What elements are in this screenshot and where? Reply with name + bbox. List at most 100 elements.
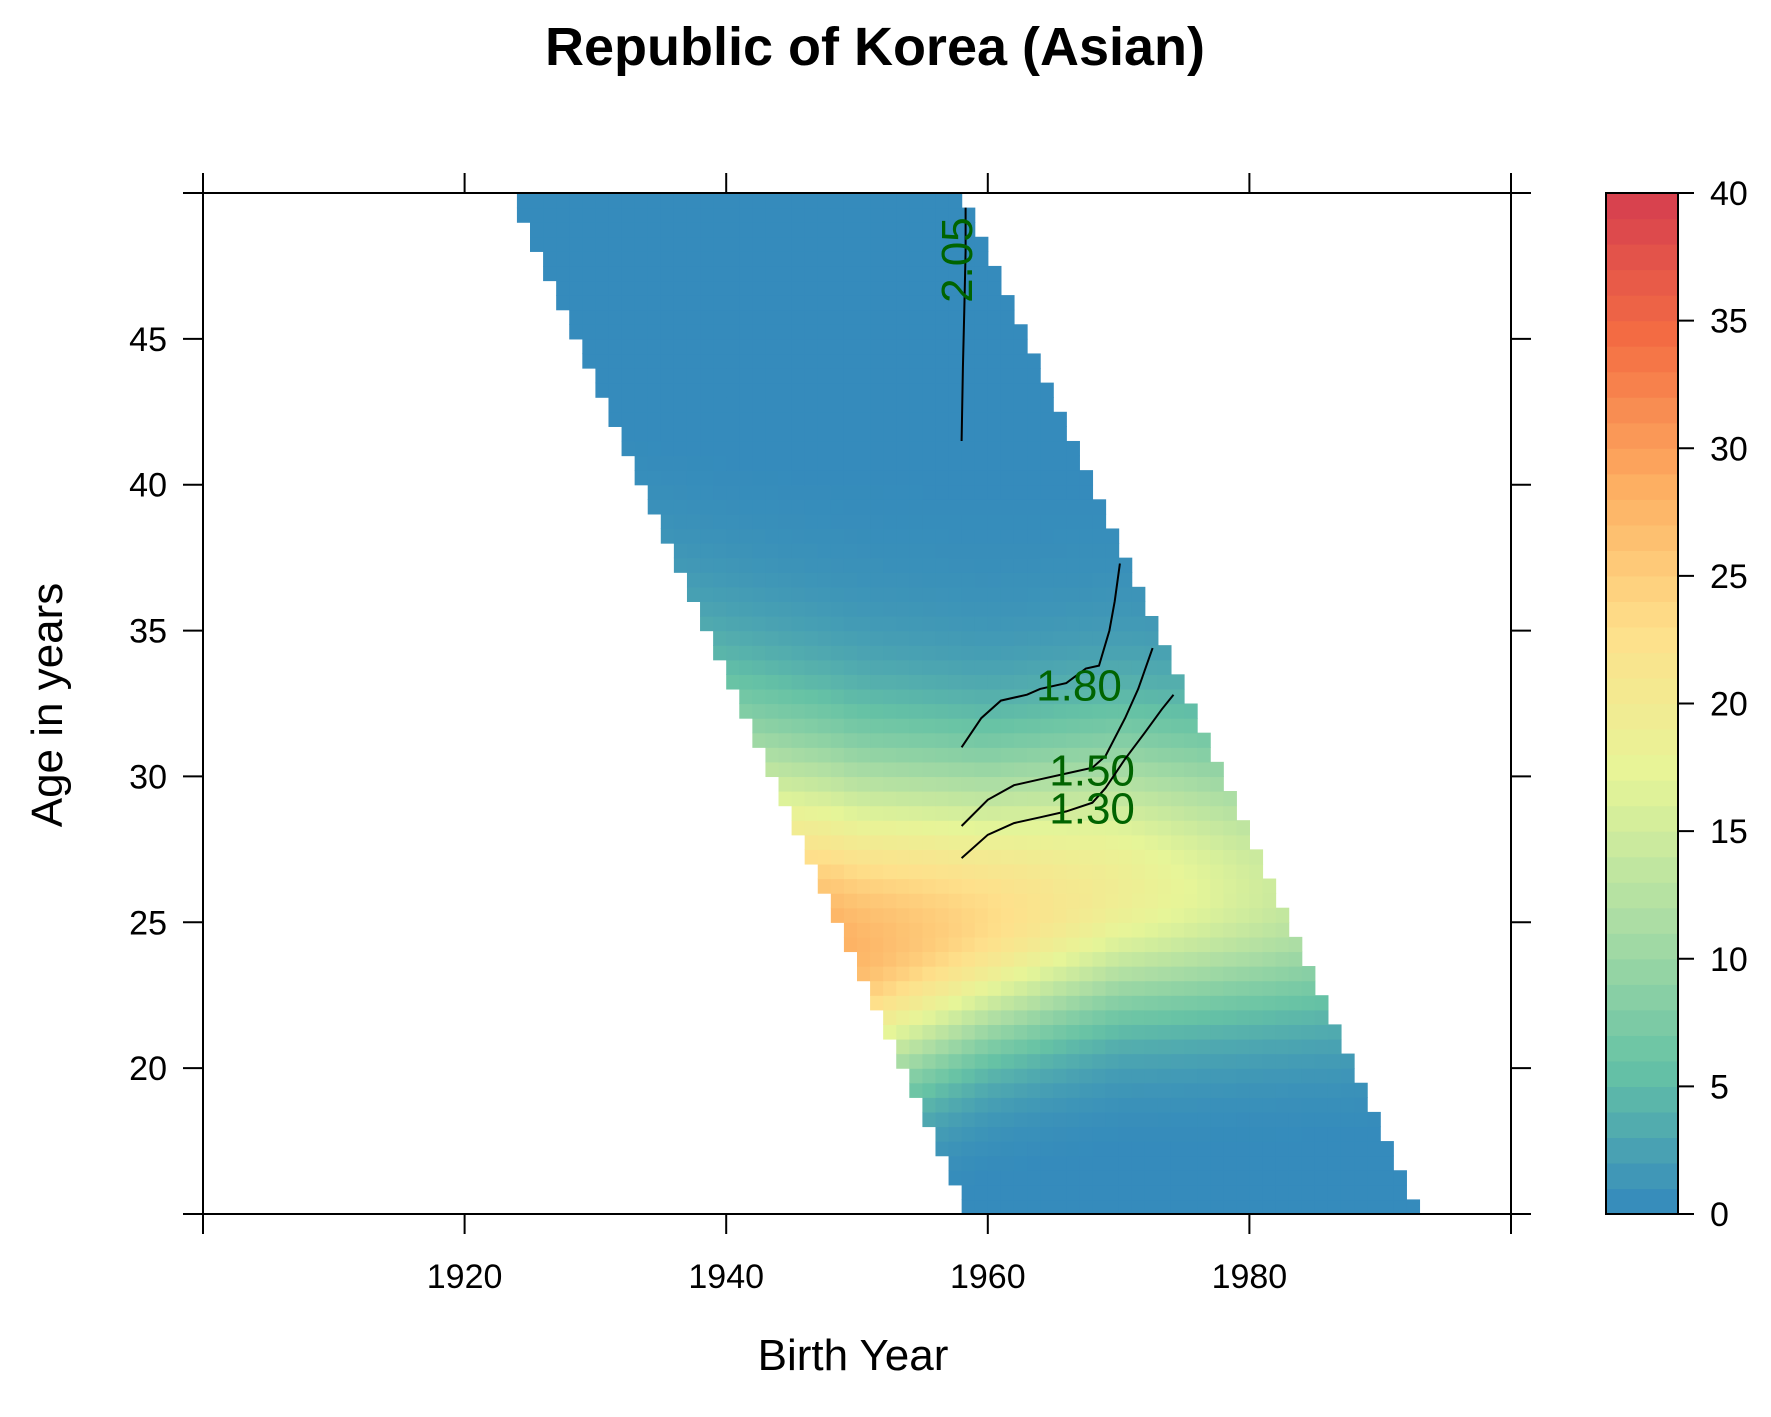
heatmap-cell [974, 470, 989, 486]
heatmap-cell [883, 893, 897, 909]
heatmap-cell [686, 557, 701, 573]
heatmap-cell [830, 543, 845, 559]
heatmap-cell [1144, 922, 1159, 938]
heatmap-cell [987, 1155, 1002, 1171]
heatmap-cell [804, 834, 819, 850]
heatmap-cell [922, 222, 937, 238]
heatmap-cell [948, 222, 963, 238]
heatmap-cell [1053, 791, 1067, 807]
heatmap-cell [922, 586, 937, 602]
heatmap-cell [1210, 1170, 1224, 1186]
heatmap-cell [1000, 893, 1015, 909]
heatmap-cell [1027, 674, 1041, 690]
heatmap-cell [1013, 980, 1028, 996]
heatmap-cell [922, 426, 937, 442]
heatmap-cell [974, 236, 989, 252]
heatmap-cell [1197, 1082, 1211, 1098]
heatmap-cell [935, 484, 950, 500]
heatmap-cell [582, 324, 596, 340]
heatmap-cell [1013, 1111, 1028, 1128]
heatmap-cell [1053, 1024, 1067, 1040]
heatmap-cell [1380, 1184, 1394, 1201]
heatmap-cell [739, 207, 753, 223]
heatmap-cell [870, 922, 884, 938]
heatmap-cell [791, 557, 806, 573]
heatmap-cell [1288, 1053, 1303, 1069]
heatmap-cell [1144, 966, 1159, 982]
heatmap-cell [634, 338, 649, 355]
heatmap-cell [974, 411, 989, 427]
heatmap-cell [896, 251, 910, 267]
heatmap-cell [922, 893, 937, 909]
heatmap-cell [1000, 966, 1015, 982]
heatmap-cell [686, 382, 701, 398]
x-axis-label: Birth Year [758, 1331, 949, 1380]
heatmap-cell [974, 776, 989, 792]
heatmap-cell [857, 455, 871, 471]
heatmap-cell [752, 280, 767, 296]
heatmap-cell [752, 732, 767, 748]
heatmap-cell [1314, 1053, 1329, 1069]
heatmap-cell [896, 338, 910, 355]
heatmap-cell [922, 805, 937, 821]
heatmap-cell [922, 645, 937, 661]
heatmap-cell [1157, 1155, 1172, 1171]
heatmap-cell [752, 295, 767, 311]
heatmap-cell [1079, 849, 1094, 865]
heatmap-cell [896, 849, 910, 865]
heatmap-cell [883, 440, 897, 457]
heatmap-cell [804, 586, 819, 602]
heatmap-cell [896, 586, 910, 602]
heatmap-cell [804, 324, 819, 340]
heatmap-cell [987, 557, 1002, 573]
heatmap-cell [922, 995, 937, 1011]
heatmap-cell [1013, 324, 1028, 340]
heatmap-cell [935, 951, 950, 967]
heatmap-cell [1066, 1068, 1080, 1084]
heatmap-cell [1223, 922, 1237, 938]
heatmap-cell [948, 849, 963, 865]
heatmap-cell [974, 309, 989, 325]
heatmap-cell [817, 397, 832, 413]
heatmap-cell [948, 747, 963, 763]
heatmap-cell [1013, 805, 1028, 821]
heatmap-cell [1223, 1170, 1237, 1186]
heatmap-cell [883, 732, 897, 748]
heatmap-cell [817, 543, 832, 559]
heatmap-cell [883, 966, 897, 982]
heatmap-cell [660, 411, 675, 427]
heatmap-cell [843, 455, 858, 471]
heatmap-cell [948, 513, 963, 530]
heatmap-cell [700, 222, 714, 238]
heatmap-cell [1131, 1053, 1146, 1069]
heatmap-cell [1275, 1009, 1290, 1025]
heatmap-cell [922, 324, 937, 340]
heatmap-cell [1262, 1111, 1277, 1128]
heatmap-cell [1223, 1082, 1237, 1098]
heatmap-cell [595, 353, 610, 369]
heatmap-cell [700, 601, 714, 617]
heatmap-cell [883, 674, 897, 690]
heatmap-cell [922, 309, 937, 325]
heatmap-cell [922, 499, 937, 515]
heatmap-cell [1157, 688, 1172, 705]
heatmap-cell [830, 834, 845, 850]
heatmap-cell [1197, 791, 1211, 807]
heatmap-cell [791, 615, 806, 632]
heatmap-cell [1236, 1199, 1250, 1215]
heatmap-cell [1092, 1038, 1107, 1055]
heatmap-cell [817, 324, 832, 340]
heatmap-cell [987, 674, 1002, 690]
heatmap-cell [987, 659, 1002, 675]
colorbar-tick-label: 0 [1710, 1196, 1729, 1234]
heatmap-cell [1354, 1199, 1368, 1215]
heatmap-cell [1079, 966, 1094, 982]
heatmap-cell [1092, 878, 1107, 894]
heatmap-cell [778, 528, 793, 544]
heatmap-cell [1079, 732, 1094, 748]
heatmap-cell [1040, 1097, 1054, 1113]
heatmap-cell [791, 280, 806, 296]
heatmap-cell [1223, 820, 1237, 836]
heatmap-cell [1314, 1009, 1329, 1025]
heatmap-cell [1197, 805, 1211, 821]
